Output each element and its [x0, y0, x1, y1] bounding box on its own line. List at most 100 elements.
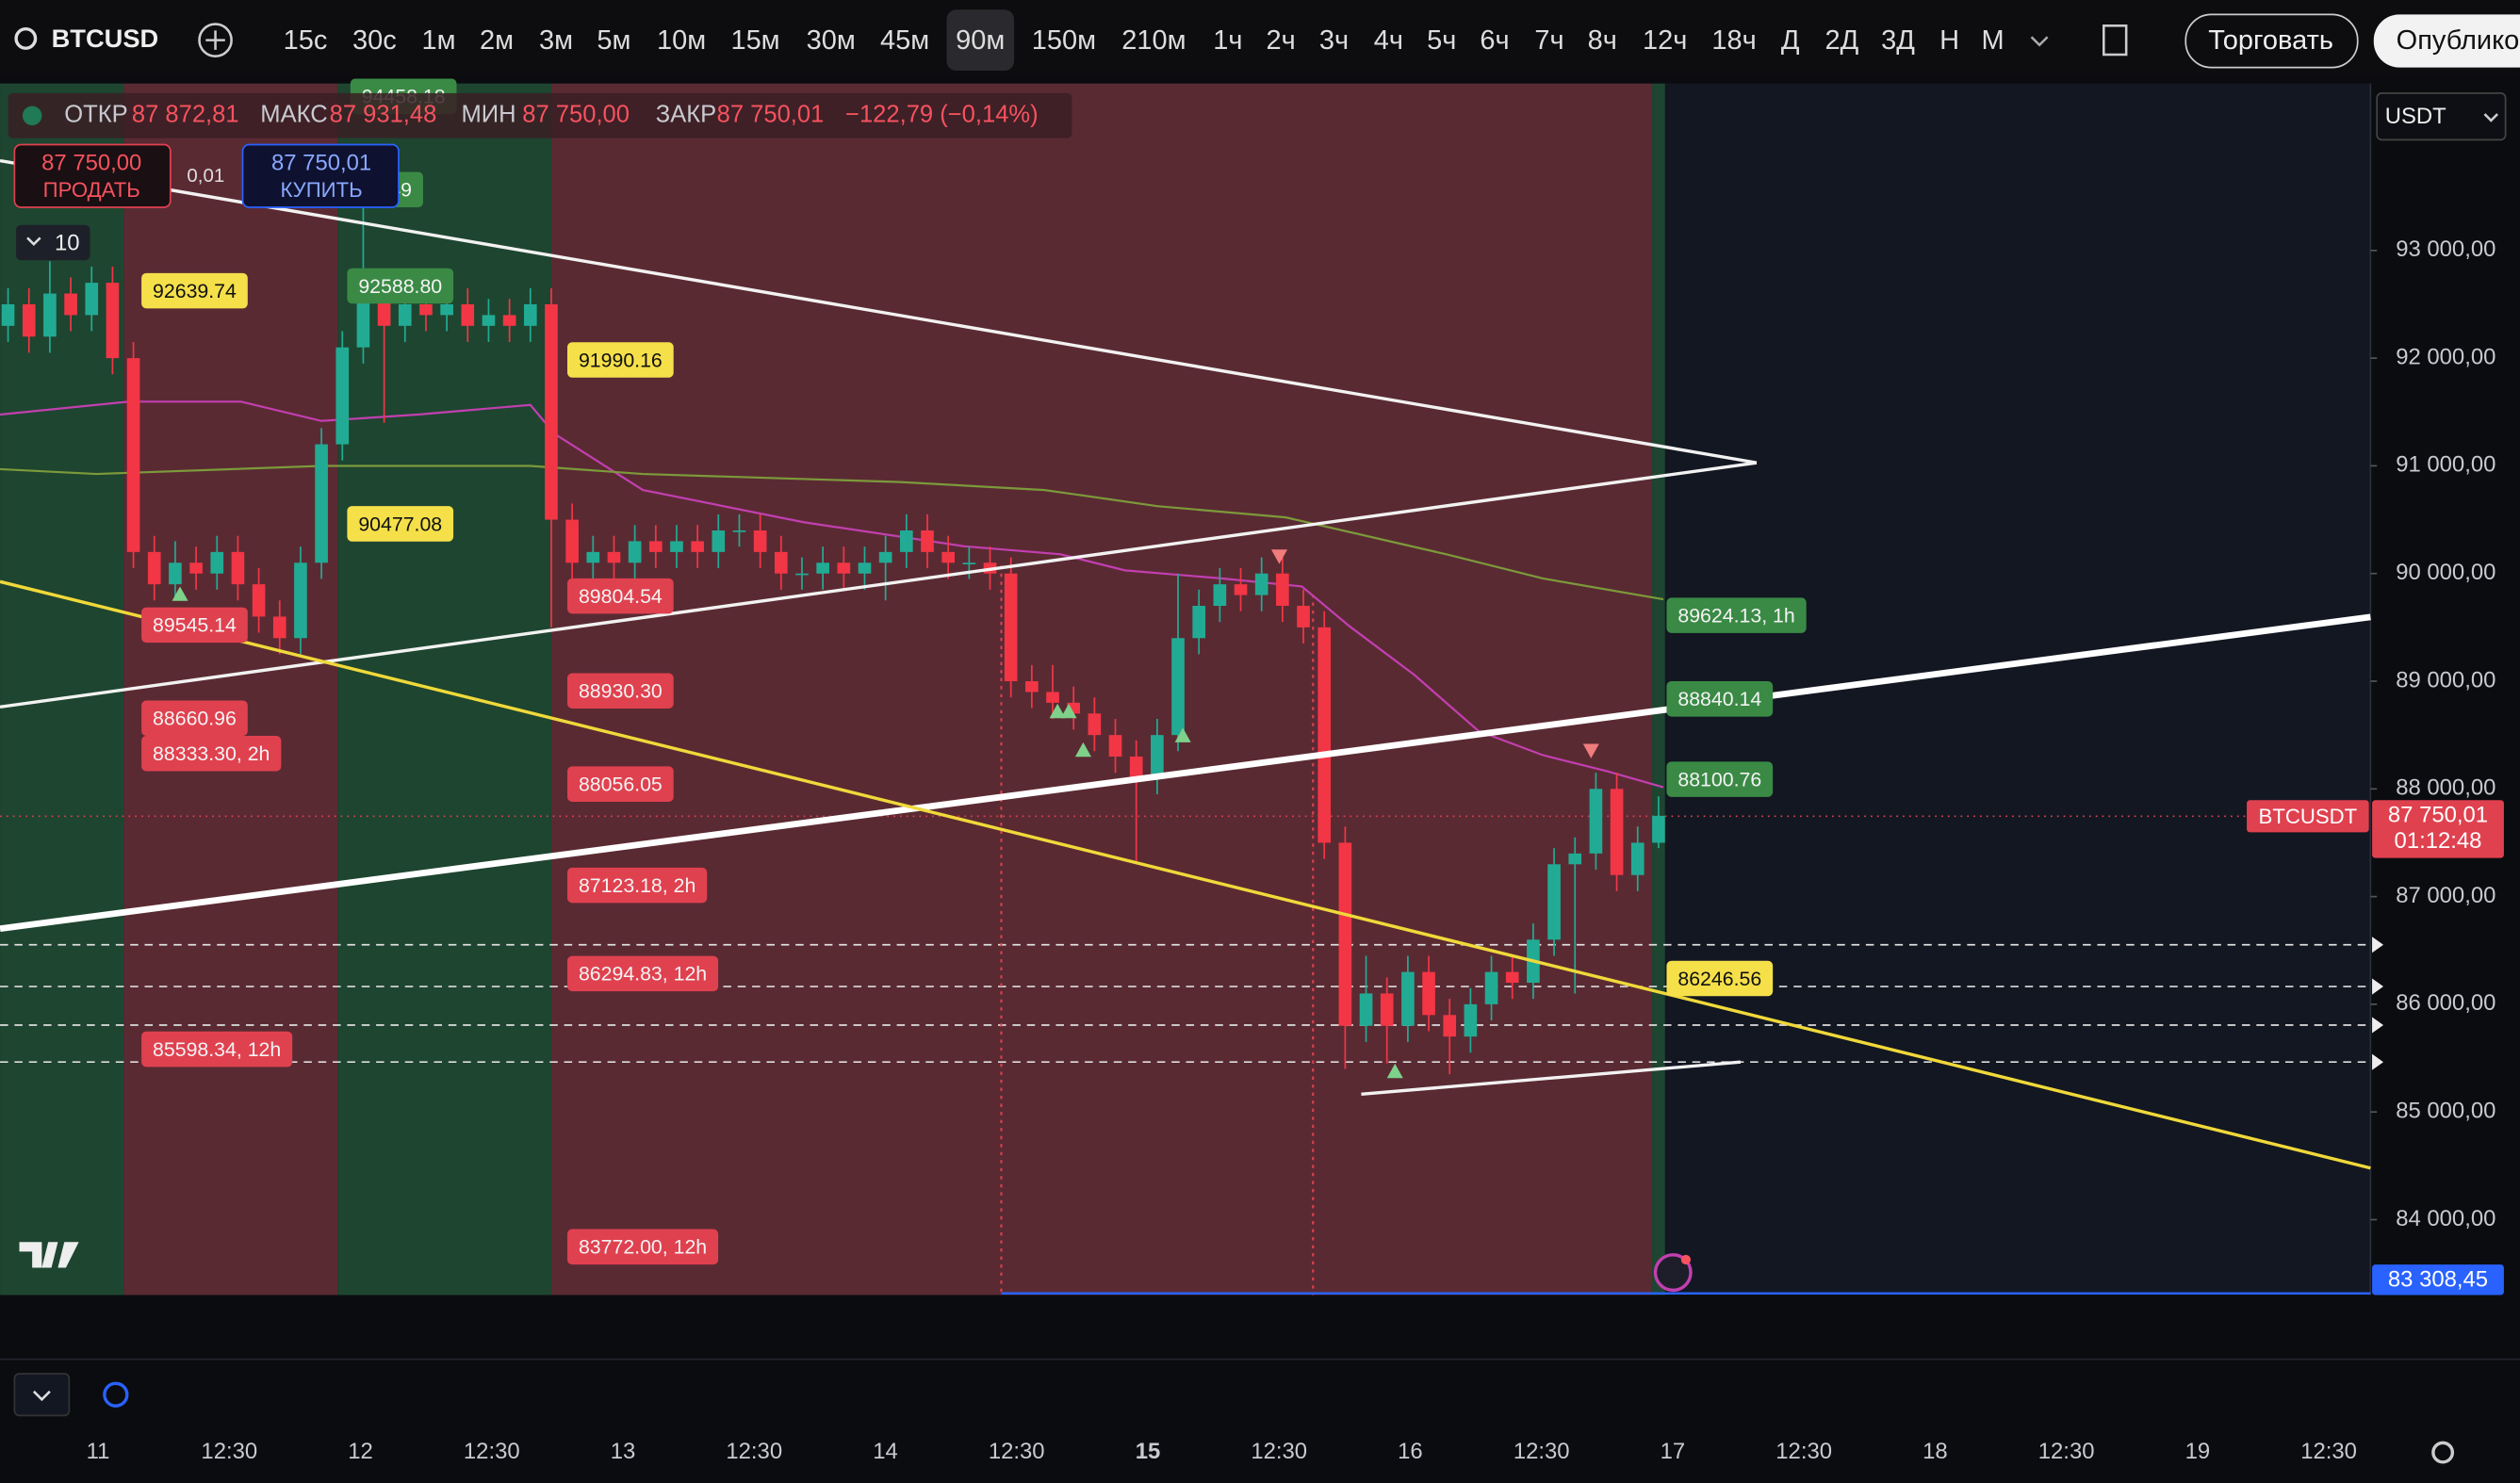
interval[interactable]: 6ч: [1480, 25, 1509, 56]
interval[interactable]: Д: [1781, 25, 1800, 56]
quantity[interactable]: 10: [55, 231, 80, 256]
candle-body: [1422, 971, 1435, 1016]
candle-body: [169, 562, 182, 585]
interval[interactable]: 2ч: [1267, 25, 1296, 56]
candle-body: [921, 530, 934, 552]
zone-green: [337, 83, 551, 1296]
interval[interactable]: М: [1982, 25, 2005, 56]
interval[interactable]: 3Д: [1881, 25, 1915, 56]
interval[interactable]: 12ч: [1643, 25, 1687, 56]
candle-body: [712, 530, 726, 552]
candle-body: [1401, 971, 1415, 1026]
settings-icon[interactable]: [2431, 1441, 2455, 1464]
currency[interactable]: USDT: [2385, 104, 2446, 129]
candle-body: [419, 303, 433, 316]
candle-body: [502, 315, 516, 326]
price-label: 90477.08: [358, 513, 442, 535]
candle-body: [1129, 757, 1143, 778]
price-label-bg: [567, 955, 719, 992]
sell-btn[interactable]: [13, 143, 172, 208]
x-tick-label: 12:30: [989, 1439, 1045, 1464]
y-tick-label: 87 000,00: [2396, 883, 2495, 908]
interval[interactable]: 90м: [956, 25, 1005, 56]
quantity-box[interactable]: [16, 224, 90, 261]
interval[interactable]: 30м: [807, 25, 856, 56]
interval[interactable]: Н: [1939, 25, 1959, 56]
interval[interactable]: 4ч: [1374, 25, 1403, 56]
candle-body: [795, 573, 809, 576]
candle-body: [878, 551, 892, 563]
price-label: 85598.34, 12h: [153, 1038, 281, 1061]
price-label-bg: [141, 700, 248, 737]
interval[interactable]: 2Д: [1825, 25, 1858, 56]
candle-body: [1464, 1003, 1478, 1037]
interval-dropdown[interactable]: [2030, 36, 2049, 47]
interval[interactable]: 18ч: [1711, 25, 1756, 56]
interval[interactable]: 150м: [1032, 25, 1096, 56]
interval[interactable]: 5ч: [1427, 25, 1456, 56]
candle-body: [315, 444, 328, 563]
currency-chevron: [2483, 113, 2498, 122]
trade-btn[interactable]: [2185, 13, 2359, 69]
refresh-icon[interactable]: [103, 1381, 129, 1408]
sell-text[interactable]: ПРОДАТЬ: [43, 178, 140, 202]
price-label-bg: [347, 506, 454, 542]
price-label: 88333.30, 2h: [153, 742, 270, 765]
legend-close: 87 750,01: [717, 102, 825, 128]
buy-text[interactable]: КУПИТЬ: [281, 178, 363, 202]
interval[interactable]: 10м: [657, 25, 706, 56]
interval[interactable]: 1м: [422, 25, 456, 56]
price-label-bg: [141, 736, 282, 772]
publish-text[interactable]: Опублико: [2397, 25, 2520, 56]
candle-body: [43, 293, 57, 337]
legend-dot[interactable]: [22, 106, 42, 126]
interval[interactable]: 8ч: [1588, 25, 1617, 56]
price-label: 83772.00, 12h: [579, 1236, 707, 1259]
legend-close-label: ЗАКР: [656, 102, 716, 128]
symbol[interactable]: BTCUSD: [52, 24, 159, 53]
x-tick-label: 15: [1136, 1439, 1161, 1464]
legend-change: −122,79 (−0,14%): [845, 102, 1039, 128]
collapse-btn[interactable]: [13, 1373, 71, 1417]
candle-body: [753, 530, 767, 552]
search-icon[interactable]: [14, 26, 38, 50]
collapse-chevron: [32, 1390, 51, 1402]
currency-select[interactable]: [2376, 92, 2507, 141]
quantity-chevron: [26, 236, 41, 247]
price-label-bg: [141, 607, 248, 644]
y-tick-label: 93 000,00: [2396, 236, 2495, 262]
interval[interactable]: 30с: [352, 25, 397, 56]
chart-type[interactable]: [2103, 24, 2128, 57]
interval[interactable]: 15с: [284, 25, 328, 56]
candle-body: [1380, 993, 1394, 1026]
sell-price[interactable]: 87 750,00: [41, 150, 141, 175]
interval[interactable]: 15м: [730, 25, 779, 56]
candle-body: [335, 347, 350, 445]
buy-signal: [1060, 703, 1077, 719]
price-label: 86246.56: [1677, 968, 1761, 990]
buy-btn[interactable]: [241, 143, 400, 208]
interval[interactable]: 210м: [1121, 25, 1186, 56]
interval[interactable]: 3м: [539, 25, 573, 56]
interval[interactable]: 5м: [597, 25, 630, 56]
interval[interactable]: 3ч: [1319, 25, 1349, 56]
interval[interactable]: 45м: [880, 25, 929, 56]
candle-body: [106, 283, 120, 359]
candle-body: [962, 562, 976, 564]
add-symbol[interactable]: [198, 23, 233, 57]
x-tick-label: 12:30: [2038, 1439, 2095, 1464]
interval[interactable]: 2м: [480, 25, 514, 56]
publish-btn[interactable]: [2373, 14, 2520, 68]
alert-icon[interactable]: [1653, 1253, 1693, 1293]
interval[interactable]: 1ч: [1213, 25, 1242, 56]
candle-body: [1276, 573, 1289, 606]
trend-line: [0, 158, 1758, 464]
price-label: 88100.76: [1677, 768, 1761, 790]
x-tick-label: 14: [873, 1439, 898, 1464]
buy-price[interactable]: 87 750,01: [271, 150, 371, 175]
session-zones: [0, 83, 1665, 1296]
interval[interactable]: 7ч: [1534, 25, 1563, 56]
trade-text[interactable]: Торговать: [2208, 25, 2333, 56]
price-label: 88930.30: [579, 680, 663, 703]
